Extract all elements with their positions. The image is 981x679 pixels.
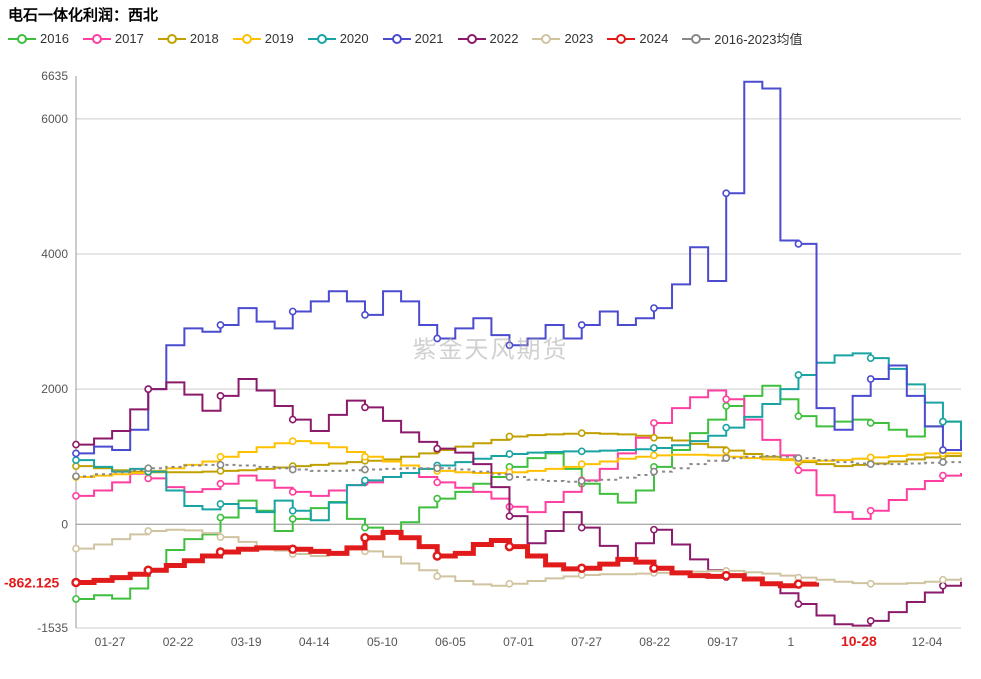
legend-item[interactable]: 2020 <box>308 31 369 46</box>
svg-text:09-17: 09-17 <box>707 635 738 649</box>
line-chart: -1535 0 2000 4000 6000 6635 01-27 02-22 03-19 04-… <box>0 54 981 664</box>
legend-item[interactable]: 2022 <box>458 31 519 46</box>
legend-swatch <box>607 33 635 45</box>
svg-text:01-27: 01-27 <box>95 635 126 649</box>
legend-swatch <box>8 33 36 45</box>
chart-area: 紫金天风期货 -15350200040006000663501-2702-220… <box>0 54 981 664</box>
svg-text:02-22: 02-22 <box>163 635 194 649</box>
legend-label: 2016-2023均值 <box>714 29 802 48</box>
legend-label: 2018 <box>190 31 219 46</box>
svg-text:04-14: 04-14 <box>299 635 330 649</box>
legend-item[interactable]: 2024 <box>607 31 668 46</box>
legend-label: 2016 <box>40 31 69 46</box>
legend-swatch <box>83 33 111 45</box>
legend-item[interactable]: 2016-2023均值 <box>682 29 802 48</box>
legend-swatch <box>458 33 486 45</box>
svg-text:1: 1 <box>787 635 794 649</box>
legend-label: 2024 <box>639 31 668 46</box>
legend-swatch <box>682 33 710 45</box>
svg-text:0: 0 <box>61 517 68 531</box>
svg-text:03-19: 03-19 <box>231 635 262 649</box>
legend-item[interactable]: 2021 <box>383 31 444 46</box>
svg-text:12-04: 12-04 <box>912 635 943 649</box>
legend-label: 2022 <box>490 31 519 46</box>
legend-label: 2019 <box>265 31 294 46</box>
legend-swatch <box>383 33 411 45</box>
legend-label: 2023 <box>564 31 593 46</box>
svg-text:-1535: -1535 <box>37 621 68 635</box>
legend: 2016 2017 2018 2019 2020 2021 2022 2023 2024 2016… <box>0 27 981 54</box>
svg-text:4000: 4000 <box>41 247 68 261</box>
series-2016 <box>76 386 961 599</box>
svg-text:07-27: 07-27 <box>571 635 602 649</box>
svg-text:06-05: 06-05 <box>435 635 466 649</box>
svg-text:6635: 6635 <box>41 69 68 83</box>
legend-item[interactable]: 2017 <box>83 31 144 46</box>
legend-label: 2021 <box>415 31 444 46</box>
legend-swatch <box>158 33 186 45</box>
chart-title: 电石一体化利润：西北 <box>0 0 981 27</box>
legend-label: 2017 <box>115 31 144 46</box>
svg-text:05-10: 05-10 <box>367 635 398 649</box>
highlight-value-label: -862.125 <box>4 575 59 591</box>
legend-item[interactable]: 2019 <box>233 31 294 46</box>
series-2021 <box>76 82 961 454</box>
legend-label: 2020 <box>340 31 369 46</box>
svg-text:6000: 6000 <box>41 112 68 126</box>
svg-text:07-01: 07-01 <box>503 635 534 649</box>
svg-text:10-28: 10-28 <box>841 633 877 649</box>
legend-swatch <box>532 33 560 45</box>
legend-item[interactable]: 2018 <box>158 31 219 46</box>
legend-item[interactable]: 2023 <box>532 31 593 46</box>
svg-text:2000: 2000 <box>41 382 68 396</box>
legend-swatch <box>233 33 261 45</box>
legend-item[interactable]: 2016 <box>8 31 69 46</box>
legend-swatch <box>308 33 336 45</box>
svg-text:08-22: 08-22 <box>639 635 670 649</box>
series-2022 <box>76 379 961 626</box>
